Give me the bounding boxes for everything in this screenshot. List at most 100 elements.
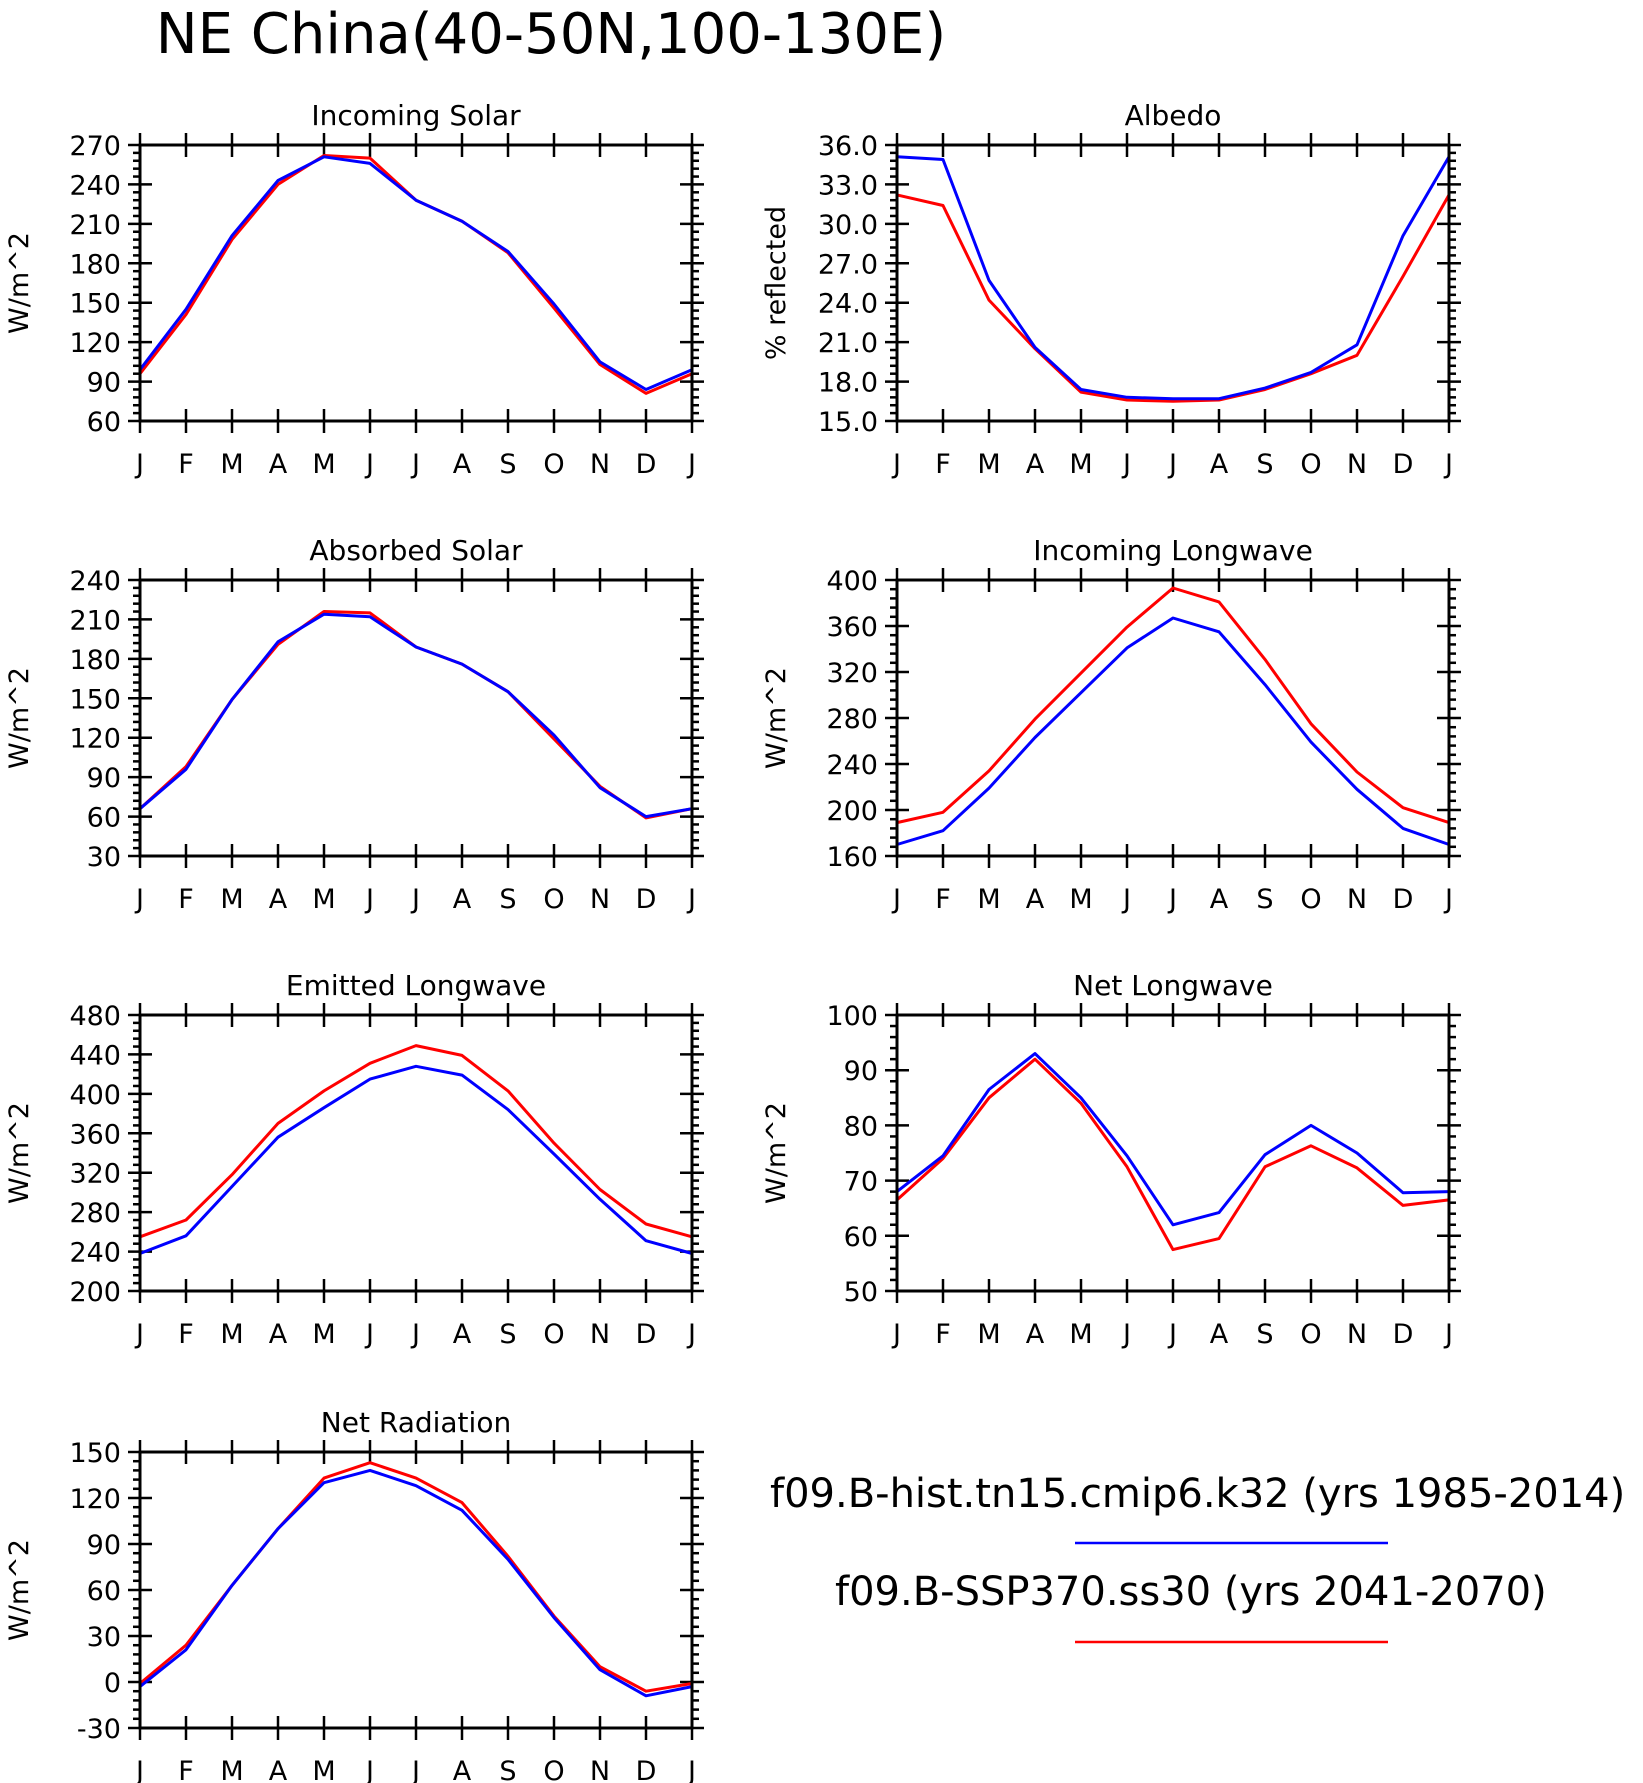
y-tick-label: 180 (69, 645, 121, 676)
plot-frame (895, 1013, 1451, 1293)
x-tick-label: A (269, 1756, 288, 1783)
x-tick-label: D (636, 1756, 657, 1783)
y-tick-label: 280 (69, 1198, 121, 1229)
plot-frame (895, 578, 1451, 858)
y-tick-label: 60 (87, 1576, 121, 1607)
x-tick-label: S (499, 1319, 516, 1350)
x-tick-label: A (453, 884, 472, 915)
x-tick-label: J (1167, 884, 1177, 915)
y-tick-label: 15.0 (818, 407, 878, 438)
chart-title: Net Longwave (1073, 969, 1273, 1002)
y-tick-label: 180 (69, 249, 121, 280)
series-line-historical (896, 155, 1451, 401)
y-tick-label: 60 (87, 803, 121, 834)
x-tick-label: M (312, 1319, 335, 1350)
x-tick-label: J (891, 884, 901, 915)
x-tick-label: J (1167, 449, 1177, 480)
x-tick-label: A (1026, 884, 1045, 915)
series-line-historical (896, 1052, 1450, 1227)
x-tick-label: J (410, 1756, 420, 1783)
x-tick-label: J (891, 449, 901, 480)
y-tick-label: 60 (87, 407, 121, 438)
x-tick-label: O (543, 884, 564, 915)
y-tick-label: 240 (69, 566, 121, 597)
y-ticks: 15.0 18.0 21.0 24.0 27.0 30.0 33.0 36.0 (818, 131, 1461, 438)
x-tick-label: M (1069, 1319, 1092, 1350)
x-tick-label: D (1393, 1319, 1414, 1350)
y-tick-label: 27.0 (818, 249, 878, 280)
x-tick-label: N (1347, 1319, 1367, 1350)
y-tick-label: 90 (87, 763, 121, 794)
y-tick-label: 400 (69, 1080, 121, 1111)
x-tick-label: S (1256, 884, 1273, 915)
x-tick-label: M (1069, 884, 1092, 915)
chart-title: Incoming Longwave (1033, 534, 1313, 567)
x-tick-label: M (1069, 449, 1092, 480)
x-tick-label: D (1393, 449, 1414, 480)
y-tick-label: 480 (69, 1001, 121, 1032)
y-tick-label: 150 (69, 1438, 121, 1469)
plot-frame (138, 1013, 694, 1293)
y-axis-label: W/m^2 (4, 1102, 35, 1204)
x-tick-label: J (1121, 449, 1131, 480)
x-tick-label: J (686, 1756, 696, 1783)
y-tick-label: 30 (87, 1622, 121, 1653)
x-tick-label: A (1026, 449, 1045, 480)
x-tick-label: O (1300, 1319, 1321, 1350)
x-tick-label: J (134, 1319, 144, 1350)
y-tick-label: 360 (69, 1119, 121, 1150)
x-tick-label: J (134, 1756, 144, 1783)
x-tick-label: M (977, 449, 1000, 480)
x-tick-label: J (134, 884, 144, 915)
chart-title: Net Radiation (321, 1406, 511, 1439)
x-tick-label: J (364, 1319, 374, 1350)
chart-incoming-solar: Incoming Solar W/m^2 60 90 120 150 180 210 240 27… (4, 99, 704, 480)
x-tick-label: J (1121, 1319, 1131, 1350)
y-tick-label: 120 (69, 724, 121, 755)
x-tick-label: J (686, 449, 696, 480)
y-tick-label: 240 (69, 170, 121, 201)
series-line-historical (139, 1064, 693, 1255)
y-tick-label: 160 (826, 842, 878, 873)
y-axis-label: % reflected (761, 206, 792, 360)
series-line-ssp370 (895, 1057, 1450, 1252)
x-tick-label: N (1347, 449, 1367, 480)
x-tick-label: F (178, 1319, 194, 1350)
x-tick-label: A (269, 1319, 288, 1350)
y-tick-label: 90 (87, 1530, 121, 1561)
x-tick-label: J (134, 449, 144, 480)
x-tick-label: J (364, 884, 374, 915)
y-tick-label: 240 (69, 1238, 121, 1269)
legend-label-ssp370: f09.B-SSP370.ss30 (yrs 2041-2070) (835, 1569, 1547, 1615)
y-tick-label: 320 (69, 1159, 121, 1190)
x-tick-label: J (410, 449, 420, 480)
x-tick-label: J (686, 1319, 696, 1350)
chart-emitted-longwave: Emitted Longwave W/m^2 200 240 280 320 360 400 4… (4, 969, 704, 1350)
y-tick-label: 150 (69, 289, 121, 320)
x-tick-label: D (636, 449, 657, 480)
y-tick-label: 0 (104, 1668, 121, 1699)
y-tick-label: 33.0 (818, 170, 878, 201)
x-tick-label: N (1347, 884, 1367, 915)
y-ticks: 200 240 280 320 360 400 440 480 (69, 1001, 704, 1308)
y-tick-label: 18.0 (818, 368, 878, 399)
y-tick-label: 120 (69, 328, 121, 359)
x-tick-label: M (312, 884, 335, 915)
chart-absorbed-solar: Absorbed Solar W/m^2 30 60 90 120 150 180 210 240… (4, 534, 704, 915)
x-tick-label: J (410, 884, 420, 915)
x-tick-label: J (1443, 1319, 1453, 1350)
y-tick-label: 120 (69, 1484, 121, 1515)
x-tick-label: M (977, 1319, 1000, 1350)
chart-title: Albedo (1125, 99, 1222, 132)
x-tick-label: A (1210, 1319, 1229, 1350)
plot-frame (138, 578, 694, 858)
y-tick-label: 240 (826, 750, 878, 781)
chart-title: Emitted Longwave (286, 969, 546, 1002)
y-ticks: 50 60 70 80 90 100 (826, 1001, 1461, 1308)
y-tick-label: 80 (844, 1111, 878, 1142)
